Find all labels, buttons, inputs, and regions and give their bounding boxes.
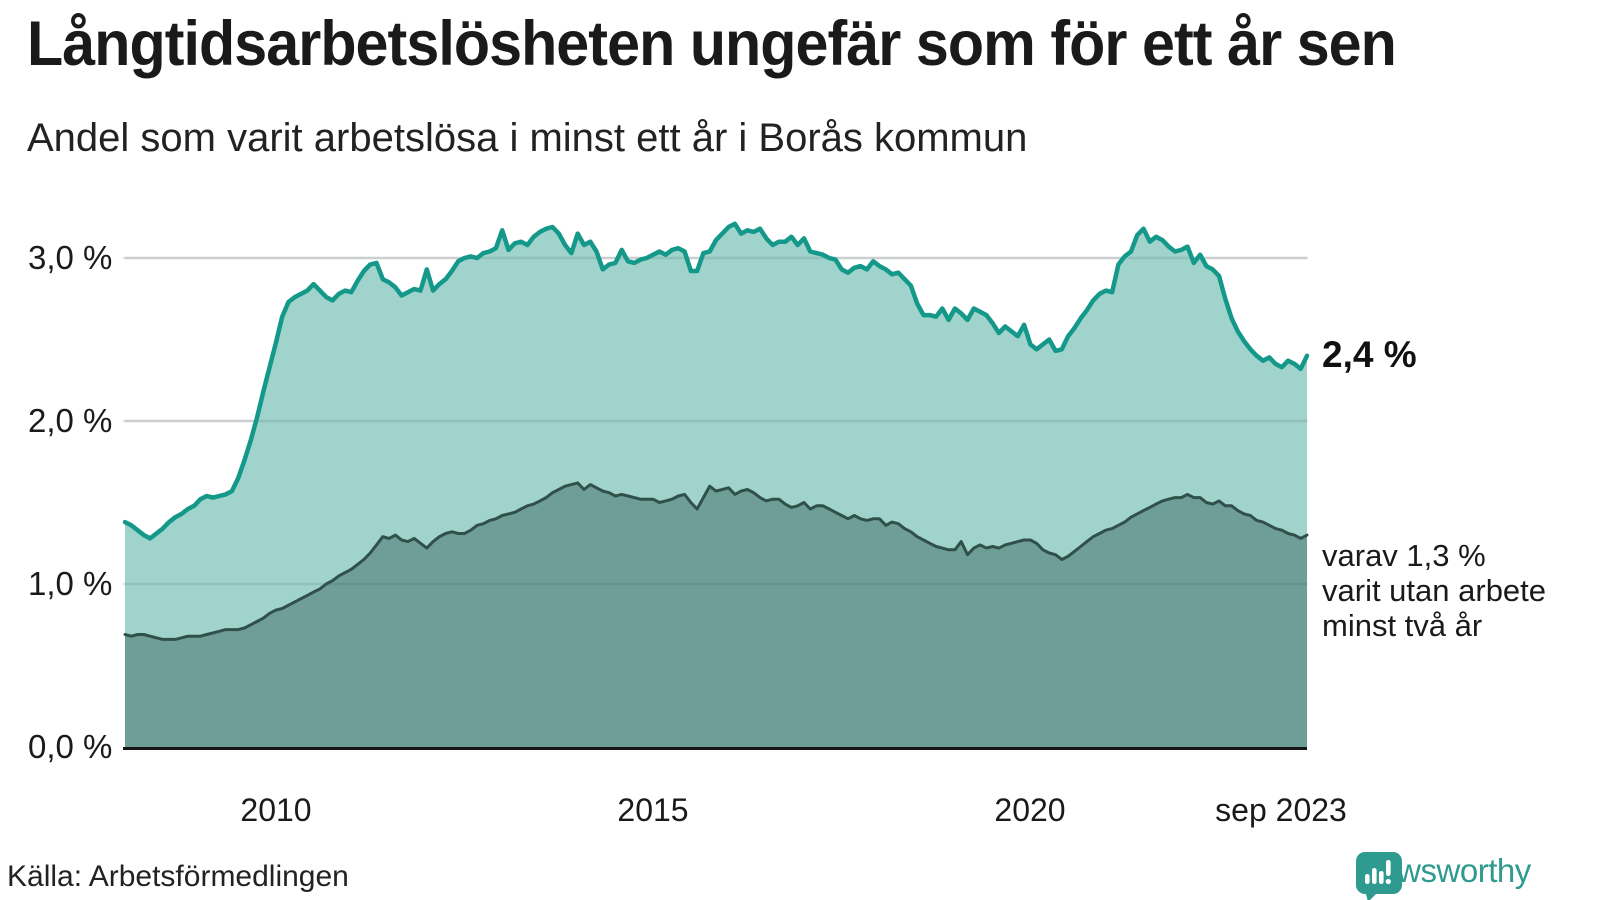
subset-annotation-line-3: minst två år <box>1322 608 1483 643</box>
subset-annotation: varav 1,3 % varit utan arbete minst två … <box>1322 538 1546 643</box>
x-tick-sep-2023: sep 2023 <box>1215 792 1347 828</box>
newsworthy-icon <box>1356 852 1402 900</box>
page-subtitle: Andel som varit arbetslösa i minst ett å… <box>27 116 1028 160</box>
area-fill-two-years <box>125 482 1307 747</box>
x-tick-2020: 2020 <box>994 792 1066 828</box>
source-note: Källa: Arbetsförmedlingen <box>7 860 349 893</box>
y-tick-0: 0,0 % <box>28 728 113 765</box>
x-tick-2015: 2015 <box>617 792 689 828</box>
total-end-value-label: 2,4 % <box>1322 334 1417 375</box>
gridlines-overlay <box>125 256 1307 586</box>
x-tick-2010: 2010 <box>240 792 312 828</box>
page-title: Långtidsarbetslösheten ungefär som för e… <box>27 9 1397 79</box>
line-two-years <box>123 481 1309 641</box>
y-tick-3: 3,0 % <box>28 239 113 276</box>
brand-logo: Newsworthy <box>1356 852 1531 900</box>
y-tick-2: 2,0 % <box>28 402 113 439</box>
line-total <box>122 221 1310 541</box>
y-tick-1: 1,0 % <box>28 565 113 602</box>
subset-annotation-line-1: varav 1,3 % <box>1322 538 1486 573</box>
subset-annotation-line-2: varit utan arbete <box>1322 573 1547 608</box>
